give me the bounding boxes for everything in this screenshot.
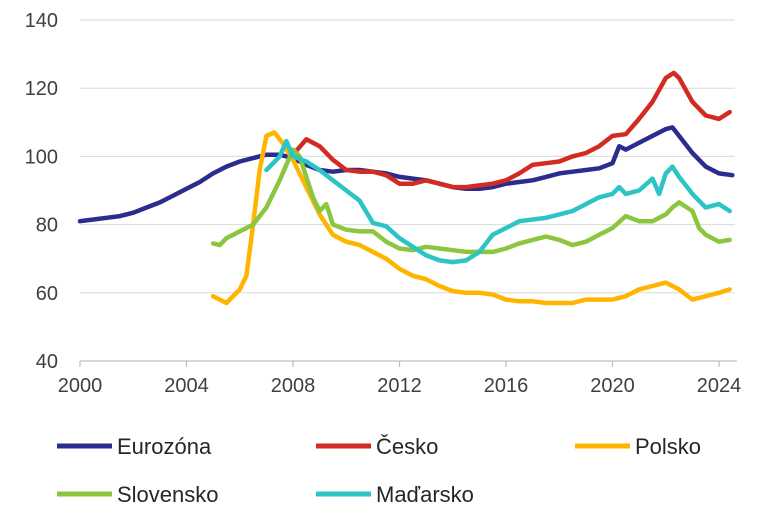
legend-label-polsko: Polsko	[635, 434, 701, 459]
y-tick-label: 120	[25, 78, 58, 100]
legend-label-slovensko: Slovensko	[117, 482, 219, 507]
x-tick-label: 2008	[271, 375, 316, 397]
y-axis: 40 60 80 100 120 140	[25, 10, 58, 373]
y-tick-label: 140	[25, 10, 58, 32]
series-line-madarsko	[264, 138, 732, 265]
series-line-slovensko	[210, 147, 732, 255]
y-tick-label: 60	[36, 283, 58, 305]
x-tick-label: 2020	[590, 375, 635, 397]
legend-label-eurozona: Eurozóna	[117, 434, 212, 459]
y-tick-label: 80	[36, 215, 58, 237]
x-tick-label: 2000	[58, 375, 103, 397]
legend-label-cesko: Česko	[376, 434, 438, 459]
y-tick-label: 40	[36, 351, 58, 373]
series-line-polsko	[210, 130, 732, 306]
x-tick-label: 2024	[697, 375, 742, 397]
x-tick-label: 2016	[484, 375, 529, 397]
x-tick-label: 2004	[164, 375, 209, 397]
series-line-eurozona	[77, 125, 735, 224]
gridlines	[80, 19, 735, 294]
series-line-cesko	[290, 70, 732, 190]
x-tick-label: 2012	[377, 375, 422, 397]
x-axis: 2000 2004 2008 2012 2016 2020 2024	[58, 360, 742, 397]
legend-label-madarsko: Maďarsko	[376, 482, 474, 507]
y-tick-label: 100	[25, 146, 58, 168]
series-lines	[77, 70, 735, 306]
legend: Eurozóna Česko Polsko Slovensko Maďarsko	[57, 434, 701, 507]
